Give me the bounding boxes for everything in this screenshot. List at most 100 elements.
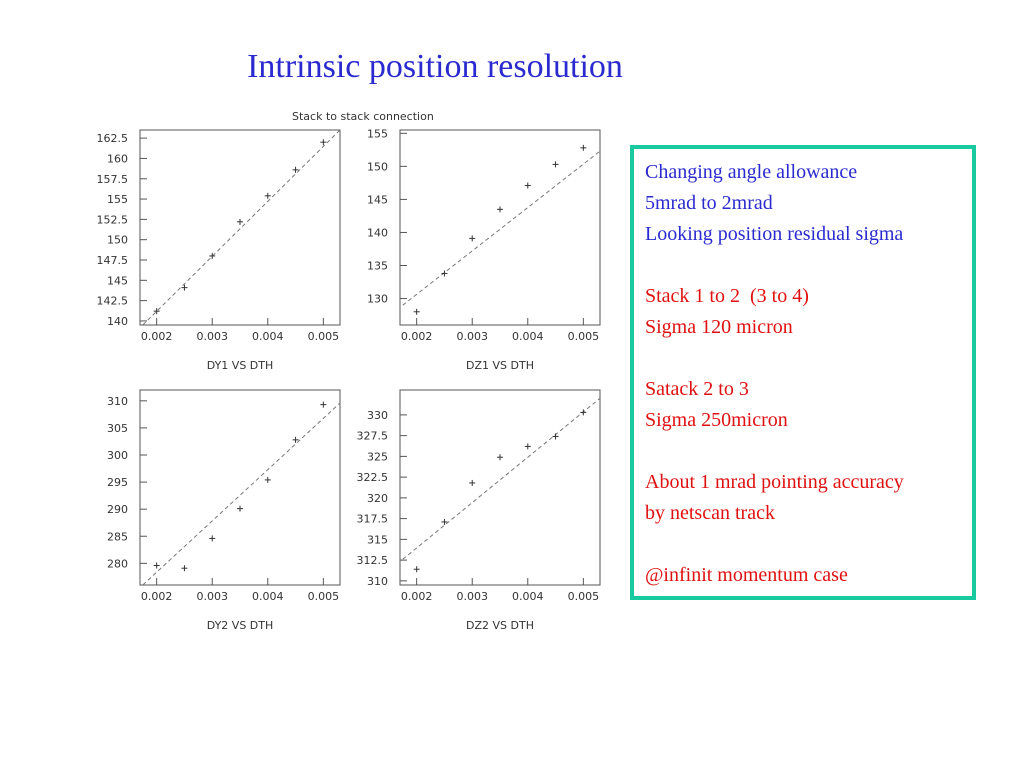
y-tick-label: 330	[367, 409, 388, 422]
y-tick-label: 320	[367, 492, 388, 505]
data-point	[524, 182, 531, 189]
dz2-vs-dth-plot: 310 312.5 315 317.5 320 322.5 325 327.5 330 0.002…	[357, 389, 601, 632]
data-point	[524, 443, 531, 450]
note-line: Sigma 250micron	[645, 409, 788, 431]
plot-frame	[139, 389, 341, 586]
x-tick-label: 0.004	[252, 330, 284, 343]
data-point	[181, 565, 188, 572]
y-tick-label: 325	[367, 450, 388, 463]
x-tick-label: 0.002	[401, 590, 433, 603]
plot-frame	[399, 129, 601, 326]
y-tick-label: 312.5	[357, 554, 389, 567]
note-line: by netscan track	[645, 502, 775, 524]
data-point	[153, 562, 160, 569]
plot-title: DZ2 VS DTH	[466, 619, 534, 632]
y-tick-label: 130	[367, 293, 388, 306]
data-point	[209, 535, 216, 542]
y-tick-label: 152.5	[97, 213, 129, 226]
note-line: Satack 2 to 3	[645, 378, 749, 400]
x-tick-label: 0.005	[568, 330, 600, 343]
plot-frame	[139, 129, 341, 326]
note-line	[645, 436, 972, 467]
data-point	[264, 192, 271, 199]
plot-frame	[399, 389, 601, 586]
data-point	[320, 139, 327, 146]
x-tick-label: 0.004	[252, 590, 284, 603]
data-point	[469, 479, 476, 486]
note-line	[645, 250, 972, 281]
data-point	[497, 206, 503, 213]
note-line: @infinit momentum case	[645, 564, 848, 586]
y-tick-label: 280	[107, 557, 128, 570]
data-point	[292, 436, 299, 443]
y-tick-label: 140	[367, 226, 388, 239]
data-point	[580, 144, 587, 151]
y-tick-label: 147.5	[97, 254, 129, 267]
data-point	[552, 161, 559, 168]
note-line: Stack 1 to 2 (3 to 4)	[645, 285, 809, 307]
data-point	[237, 218, 243, 225]
note-line: Sigma 120 micron	[645, 316, 793, 338]
fit-line	[402, 397, 601, 560]
y-tick-label: 135	[367, 260, 388, 273]
data-point	[441, 270, 448, 277]
data-point	[580, 409, 587, 416]
data-point	[181, 284, 188, 291]
x-tick-label: 0.003	[196, 330, 228, 343]
note-line: Looking position residual sigma	[645, 223, 904, 245]
y-tick-label: 150	[107, 234, 128, 247]
y-tick-label: 145	[107, 274, 128, 287]
y-tick-label: 162.5	[97, 132, 129, 145]
dy2-vs-dth-plot: 280 285 290 295 300 305 310 0.002 0.003 0.004 0.00…	[107, 389, 341, 632]
x-tick-label: 0.003	[456, 330, 488, 343]
y-tick-label: 155	[107, 193, 128, 206]
x-tick-label: 0.005	[308, 330, 340, 343]
data-point	[264, 476, 271, 483]
y-tick-label: 285	[107, 530, 128, 543]
fit-line	[142, 129, 341, 326]
plot-title: DY1 VS DTH	[207, 359, 274, 372]
y-tick-label: 157.5	[97, 173, 129, 186]
data-point	[497, 454, 503, 461]
y-tick-label: 310	[107, 395, 128, 408]
data-point	[413, 308, 420, 315]
x-tick-label: 0.002	[141, 330, 173, 343]
y-tick-label: 322.5	[357, 471, 389, 484]
data-point	[552, 433, 559, 440]
fit-line	[402, 150, 601, 306]
note-line	[645, 343, 972, 374]
data-point	[320, 401, 327, 408]
y-tick-label: 300	[107, 449, 128, 462]
y-tick-label: 160	[107, 152, 128, 165]
y-tick-label: 145	[367, 193, 388, 206]
plot-title: DY2 VS DTH	[207, 619, 274, 632]
data-point	[209, 252, 216, 259]
x-tick-label: 0.005	[308, 590, 340, 603]
data-point	[292, 166, 299, 173]
note-line: Changing angle allowance	[645, 161, 858, 183]
slide-title: Intrinsic position resolution	[247, 48, 623, 85]
note-line: About 1 mrad pointing accuracy	[645, 471, 904, 493]
x-tick-label: 0.003	[456, 590, 488, 603]
fit-line	[142, 402, 341, 586]
data-point	[413, 566, 420, 573]
notes-textbox: Changing angle allowance 5mrad to 2mrad …	[630, 145, 976, 600]
note-line	[645, 529, 972, 560]
x-tick-label: 0.004	[512, 590, 544, 603]
y-tick-label: 305	[107, 422, 128, 435]
dz1-vs-dth-plot: 130 135 140 145 150 155 0.002 0.003 0.004 0.005 DZ…	[367, 127, 601, 372]
y-tick-label: 317.5	[357, 513, 389, 526]
x-tick-label: 0.005	[568, 590, 600, 603]
data-point	[153, 308, 160, 315]
data-point	[441, 518, 448, 525]
y-tick-label: 140	[107, 315, 128, 328]
y-tick-label: 142.5	[97, 295, 129, 308]
dy1-vs-dth-plot: 140 142.5 145 147.5 150 152.5 155 157.5 160 162.5…	[97, 129, 341, 372]
data-point	[237, 505, 243, 512]
y-tick-label: 150	[367, 160, 388, 173]
y-tick-label: 327.5	[357, 430, 389, 443]
y-tick-label: 310	[367, 575, 388, 588]
x-tick-label: 0.002	[141, 590, 173, 603]
y-tick-label: 155	[367, 127, 388, 140]
y-tick-label: 295	[107, 476, 128, 489]
